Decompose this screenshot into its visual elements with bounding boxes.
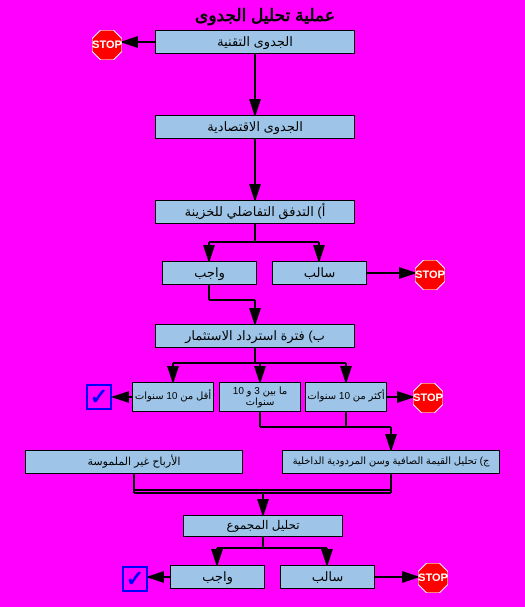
stop-icon: STOP <box>415 260 445 290</box>
node-n9a: سالب <box>280 565 375 589</box>
check-icon: ✓ <box>86 384 112 410</box>
check-icon: ✓ <box>122 566 148 592</box>
node-n6c: أقل من 10 سنوات <box>132 382 214 412</box>
flowchart-canvas: عملية تحليل الجدوى الجدوى التقنية الجدوى ا… <box>0 0 525 607</box>
stop-icon: STOP <box>413 383 443 413</box>
node-n4b: واجب <box>162 261 257 285</box>
node-n2: الجدوى الاقتصادية <box>155 115 355 139</box>
node-n7a: ج) تحليل القيمة الصافية وسن المردودية ال… <box>282 450 500 474</box>
node-n1: الجدوى التقنية <box>155 30 355 54</box>
node-n8: تحليل المجموع <box>183 515 343 537</box>
node-n6b: ما بين 3 و 10 سنوات <box>219 382 301 412</box>
node-n9b: واجب <box>170 565 265 589</box>
node-n6a: أكثر من 10 سنوات <box>305 382 387 412</box>
node-n3: أ) التدفق التفاضلي للخزينة <box>155 200 355 224</box>
node-n5: ب) فترة استرداد الاستثمار <box>155 324 355 348</box>
node-n4a: سالب <box>272 261 367 285</box>
stop-icon: STOP <box>92 30 122 60</box>
stop-icon: STOP <box>418 563 448 593</box>
diagram-title: عملية تحليل الجدوى <box>165 6 365 26</box>
node-n7b: الأرباح غير الملموسة <box>25 450 243 474</box>
